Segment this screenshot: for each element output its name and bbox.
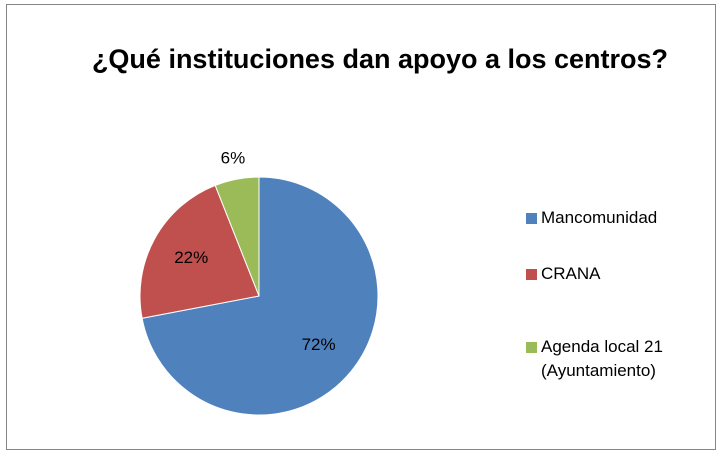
legend-label: Mancomunidad [541, 208, 658, 227]
data-label: 72% [302, 335, 336, 354]
data-label: 6% [221, 149, 246, 168]
legend-item: Mancomunidad [526, 206, 717, 230]
legend-item: Agenda local 21 (Ayuntamiento) [526, 335, 717, 383]
legend-swatch [526, 342, 537, 353]
legend-label: CRANA [541, 264, 601, 283]
pie-slice [139, 184, 260, 319]
legend-swatch [526, 213, 537, 224]
pie-slice [141, 176, 379, 416]
chart-frame [6, 4, 716, 450]
legend-swatch [526, 269, 537, 280]
legend-label: Agenda local 21 (Ayuntamiento) [541, 337, 663, 380]
legend-item: CRANA [526, 262, 717, 286]
chart-title: ¿Qué instituciones dan apoyo a los centr… [91, 44, 669, 74]
pie-slice [214, 176, 260, 297]
data-label: 22% [174, 248, 208, 267]
